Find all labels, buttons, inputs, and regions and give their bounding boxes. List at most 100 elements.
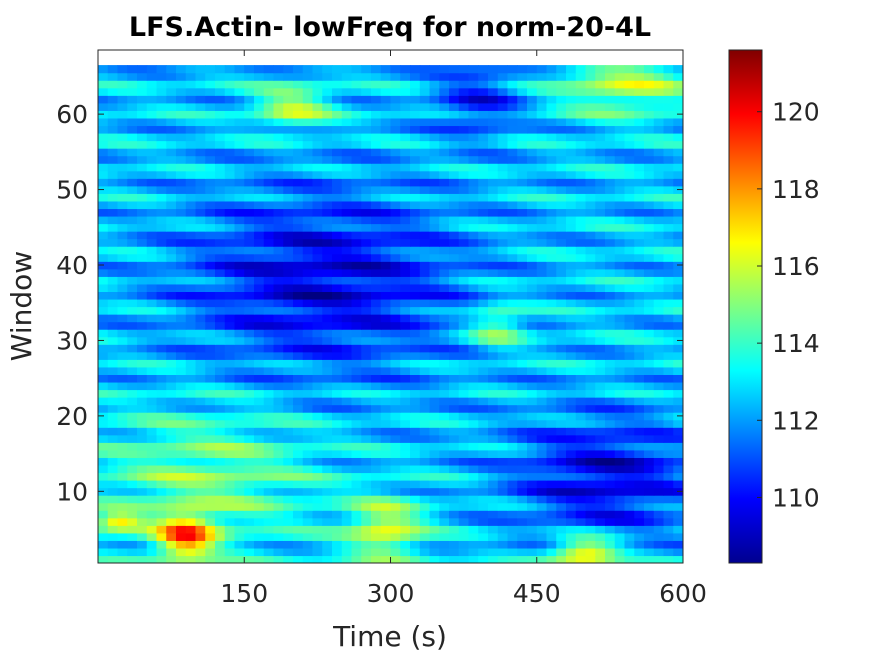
heatmap-cell (449, 464, 460, 474)
heatmap-cell (312, 65, 323, 74)
heatmap-cell (195, 200, 206, 210)
heatmap-cell (634, 532, 645, 541)
heatmap-cell (644, 487, 655, 496)
heatmap-cell (205, 510, 216, 519)
heatmap-cell (556, 193, 567, 202)
heatmap-cell (507, 170, 518, 179)
heatmap-cell (380, 525, 392, 534)
heatmap-cell (429, 434, 440, 443)
heatmap-cell (146, 374, 158, 383)
heatmap-cell (517, 140, 528, 149)
heatmap-cell (332, 223, 343, 232)
heatmap-cell (127, 170, 138, 179)
heatmap-cell (673, 547, 683, 557)
heatmap-cell (673, 457, 683, 466)
heatmap-cell (546, 547, 557, 557)
heatmap-cell (614, 231, 626, 240)
heatmap-cell (361, 193, 372, 202)
heatmap-cell (137, 547, 148, 557)
heatmap-cell (624, 366, 635, 375)
heatmap-cell (224, 404, 236, 413)
heatmap-cell (527, 412, 538, 421)
heatmap-cell (536, 389, 548, 398)
heatmap-cell (371, 314, 382, 323)
heatmap-cell (566, 140, 577, 149)
heatmap-cell (614, 442, 626, 451)
heatmap-cell (215, 517, 226, 526)
heatmap-cell (156, 268, 167, 277)
heatmap-cell (575, 480, 587, 489)
heatmap-cell (527, 65, 538, 74)
heatmap-cell (332, 517, 343, 526)
heatmap-cell (244, 163, 255, 172)
heatmap-cell (341, 434, 353, 443)
heatmap-cell (205, 359, 216, 368)
heatmap-cell (449, 132, 460, 142)
heatmap-cell (653, 510, 665, 519)
heatmap-cell (244, 359, 255, 368)
heatmap-cell (361, 351, 372, 360)
heatmap-cell (293, 321, 304, 330)
heatmap-cell (663, 389, 674, 398)
heatmap-cell (263, 185, 275, 194)
heatmap-cell (488, 208, 499, 217)
heatmap-cell (273, 366, 284, 375)
heatmap-cell (244, 95, 255, 104)
heatmap-cell (137, 344, 148, 353)
heatmap-cell (644, 525, 655, 534)
heatmap-cell (614, 397, 626, 406)
heatmap-cell (195, 148, 206, 157)
heatmap-cell (98, 306, 109, 315)
heatmap-cell (653, 246, 665, 255)
heatmap-cell (312, 148, 323, 157)
heatmap-cell (556, 223, 567, 232)
heatmap-cell (156, 261, 167, 270)
heatmap-cell (497, 480, 509, 489)
heatmap-cell (507, 336, 518, 345)
heatmap-cell (254, 261, 265, 270)
heatmap-cell (585, 117, 596, 127)
heatmap-cell (566, 457, 577, 466)
heatmap-cell (137, 381, 148, 391)
heatmap-cell (400, 238, 411, 247)
heatmap-cell (244, 510, 255, 519)
heatmap-cell (653, 381, 665, 391)
heatmap-cell (468, 442, 479, 451)
heatmap-cell (673, 472, 683, 481)
heatmap-cell (390, 480, 401, 489)
heatmap-cell (146, 87, 158, 96)
heatmap-cell (566, 163, 577, 172)
heatmap-cell (263, 208, 275, 217)
heatmap-cell (332, 434, 343, 443)
heatmap-cell (400, 517, 411, 526)
heatmap-cell (673, 351, 683, 360)
heatmap-cell (293, 389, 304, 398)
heatmap-cell (146, 525, 158, 534)
heatmap-cell (634, 517, 645, 526)
heatmap-cell (497, 374, 509, 383)
heatmap-cell (332, 344, 343, 353)
heatmap-cell (468, 449, 479, 458)
heatmap-cell (566, 193, 577, 202)
heatmap-cell (176, 366, 187, 375)
heatmap-cell (156, 547, 167, 557)
heatmap-cell (283, 502, 294, 511)
heatmap-cell (156, 404, 167, 413)
heatmap-cell (312, 351, 323, 360)
heatmap-cell (390, 238, 401, 247)
heatmap-cell (614, 404, 626, 413)
heatmap-cell (439, 246, 450, 255)
heatmap-cell (644, 185, 655, 194)
heatmap-cell (566, 351, 577, 360)
heatmap-cell (332, 427, 343, 436)
heatmap-cell (176, 117, 187, 127)
heatmap-cell (497, 329, 509, 338)
heatmap-cell (497, 412, 509, 421)
heatmap-cell (293, 464, 304, 474)
heatmap-cell (419, 464, 431, 474)
heatmap-cell (497, 442, 509, 451)
heatmap-cell (195, 525, 206, 534)
heatmap-cell (166, 306, 177, 315)
heatmap-cell (439, 148, 450, 157)
heatmap-cell (205, 495, 216, 504)
